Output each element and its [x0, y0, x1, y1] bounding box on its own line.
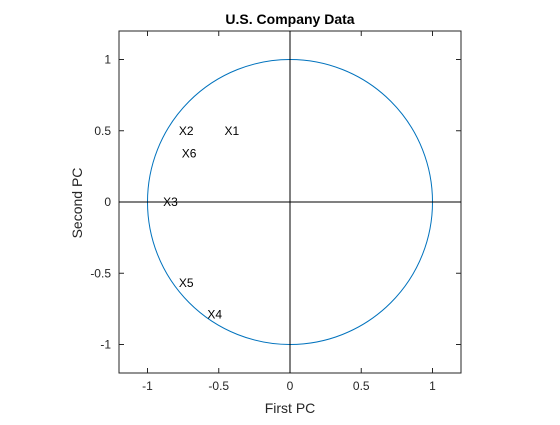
x-tick-label: -1	[142, 379, 153, 393]
point-label-x1: X1	[224, 124, 239, 138]
x-tick-label: 0.5	[353, 379, 370, 393]
plot-area: -1 -0.5 0 0.5 1 -1 -0.5 0 0.5 1 X1 X2 X3 X4 X5 X6	[90, 30, 462, 393]
y-tick-label: -1	[100, 338, 111, 352]
y-axis-label: Second PC	[69, 168, 85, 239]
y-tick-label: 0	[104, 195, 111, 209]
x-tick-label: -0.5	[208, 379, 229, 393]
y-tick-label: 0.5	[94, 124, 111, 138]
point-label-x2: X2	[179, 124, 194, 138]
point-label-x3: X3	[163, 195, 178, 209]
x-tick-label: 1	[429, 379, 436, 393]
chart-title: U.S. Company Data	[225, 11, 354, 27]
point-label-x6: X6	[182, 147, 197, 161]
point-label-x5: X5	[179, 276, 194, 290]
y-tick-label: 1	[104, 53, 111, 67]
y-tick-label: -0.5	[90, 266, 111, 280]
point-label-x4: X4	[207, 308, 222, 322]
x-tick-label: 0	[287, 379, 294, 393]
x-axis-label: First PC	[265, 400, 316, 416]
